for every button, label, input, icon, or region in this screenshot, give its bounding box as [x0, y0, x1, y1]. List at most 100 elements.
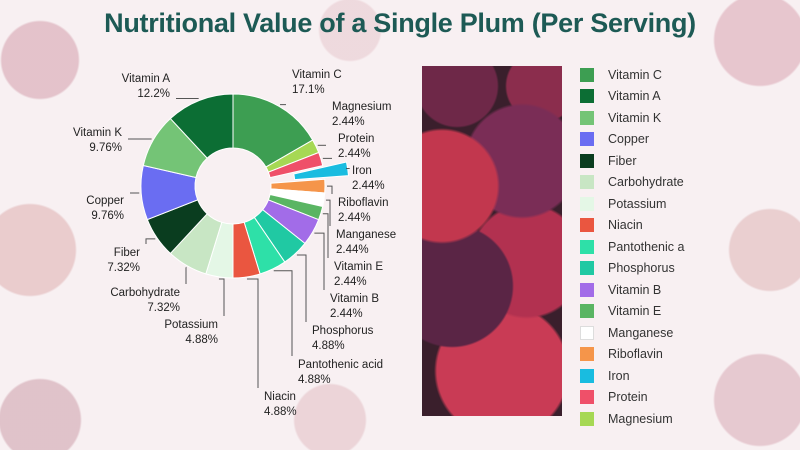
- legend-item-riboflavin: Riboflavin: [580, 344, 684, 366]
- slice-value-potassium: 4.88%: [185, 334, 218, 346]
- legend-label: Vitamin K: [608, 110, 662, 125]
- legend-swatch: [580, 132, 594, 147]
- leader-line-riboflavin: [326, 185, 333, 194]
- slice-value-magnesium: 2.44%: [332, 116, 365, 128]
- leader-line-vitamin-b: [314, 232, 325, 290]
- legend-swatch: [580, 304, 594, 319]
- donut-chart: Vitamin C 17.1% Magnesium 2.44% Protein 2.44%…: [73, 69, 396, 418]
- slice-value-vitamin-a: 12.2%: [137, 88, 170, 100]
- slice-value-vitamin-k: 9.76%: [89, 142, 122, 154]
- slice-value-protein: 2.44%: [338, 148, 371, 160]
- slice-protein: [267, 151, 324, 179]
- slice-vitamin-c: [232, 93, 314, 168]
- legend-swatch: [580, 368, 594, 383]
- slice-label-vitamin-a: Vitamin A: [122, 73, 171, 85]
- legend-item-vitamin-e: Vitamin E: [580, 301, 684, 323]
- legend-swatch: [580, 175, 594, 190]
- slice-label-protein: Protein: [338, 133, 374, 145]
- legend-item-vitamin-k: Vitamin K: [580, 107, 684, 129]
- slice-value-copper: 9.76%: [91, 210, 124, 222]
- legend-item-phosphorus: Phosphorus: [580, 258, 684, 280]
- slice-label-copper: Copper: [86, 195, 124, 207]
- slice-value-riboflavin: 2.44%: [338, 212, 371, 224]
- leader-line-vitamin-e: [322, 213, 329, 258]
- slice-value-phosphorus: 4.88%: [312, 340, 345, 352]
- leader-line-niacin: [246, 278, 259, 388]
- legend-label: Vitamin A: [608, 89, 661, 104]
- legend-item-potassium: Potassium: [580, 193, 684, 215]
- legend-swatch: [580, 347, 594, 362]
- legend-item-pantothenic-a: Pantothenic a: [580, 236, 684, 258]
- legend-label: Vitamin B: [608, 282, 662, 297]
- slice-value-vitamin-e: 2.44%: [334, 276, 367, 288]
- slice-label-pantothenic-acid: Pantothenic acid: [298, 359, 383, 371]
- slice-label-vitamin-c: Vitamin C: [292, 69, 342, 81]
- legend-swatch: [580, 153, 594, 168]
- legend-swatch: [580, 89, 594, 104]
- slice-label-riboflavin: Riboflavin: [338, 197, 389, 209]
- slice-label-manganese: Manganese: [336, 229, 396, 241]
- legend-item-niacin: Niacin: [580, 215, 684, 237]
- legend-item-vitamin-b: Vitamin B: [580, 279, 684, 301]
- chart-title: Nutritional Value of a Single Plum (Per …: [104, 8, 696, 38]
- slice-value-fiber: 7.32%: [107, 262, 140, 274]
- leader-line-fiber: [145, 238, 156, 244]
- legend: Vitamin C Vitamin A Vitamin K Copper Fiber Ca…: [580, 64, 684, 430]
- legend-label: Protein: [608, 390, 648, 405]
- legend-swatch: [580, 196, 594, 211]
- legend-label: Vitamin E: [608, 304, 662, 319]
- legend-swatch: [580, 390, 594, 405]
- legend-label: Iron: [608, 368, 630, 383]
- slice-value-vitamin-c: 17.1%: [292, 84, 325, 96]
- legend-item-fiber: Fiber: [580, 150, 684, 172]
- slice-label-carbohydrate: Carbohydrate: [110, 287, 180, 299]
- leader-line-manganese: [325, 199, 331, 226]
- slice-value-manganese: 2.44%: [336, 244, 369, 256]
- slice-label-phosphorus: Phosphorus: [312, 325, 374, 337]
- legend-item-manganese: Manganese: [580, 322, 684, 344]
- legend-label: Manganese: [608, 325, 674, 340]
- legend-item-protein: Protein: [580, 387, 684, 409]
- legend-item-vitamin-a: Vitamin A: [580, 86, 684, 108]
- slice-value-vitamin-b: 2.44%: [330, 308, 363, 320]
- plum-photo: [422, 66, 562, 416]
- legend-item-vitamin-c: Vitamin C: [580, 64, 684, 86]
- slice-label-vitamin-b: Vitamin B: [330, 293, 379, 305]
- legend-label: Pantothenic a: [608, 239, 685, 254]
- leader-line-potassium: [218, 278, 225, 316]
- legend-swatch: [580, 261, 594, 276]
- legend-label: Vitamin C: [608, 67, 662, 82]
- legend-swatch: [580, 282, 594, 297]
- legend-label: Carbohydrate: [608, 175, 684, 190]
- slice-label-vitamin-e: Vitamin E: [334, 261, 383, 273]
- legend-swatch: [580, 411, 594, 426]
- slice-label-iron: Iron: [352, 165, 372, 177]
- legend-label: Magnesium: [608, 411, 673, 426]
- slice-label-potassium: Potassium: [164, 319, 218, 331]
- legend-label: Copper: [608, 132, 649, 147]
- slice-value-iron: 2.44%: [352, 180, 385, 192]
- slice-value-pantothenic-acid: 4.88%: [298, 374, 331, 386]
- legend-swatch: [580, 218, 594, 233]
- slice-vitamin-a: [169, 93, 234, 159]
- leader-line-pantothenic-acid: [273, 270, 293, 356]
- legend-item-copper: Copper: [580, 129, 684, 151]
- legend-item-iron: Iron: [580, 365, 684, 387]
- legend-label: Fiber: [608, 153, 637, 168]
- legend-swatch: [580, 239, 594, 254]
- legend-label: Phosphorus: [608, 261, 675, 276]
- legend-label: Riboflavin: [608, 347, 663, 362]
- legend-item-carbohydrate: Carbohydrate: [580, 172, 684, 194]
- slice-label-niacin: Niacin: [264, 391, 296, 403]
- slice-label-fiber: Fiber: [114, 247, 140, 259]
- slice-label-vitamin-k: Vitamin K: [73, 127, 122, 139]
- slice-iron: [293, 161, 350, 181]
- legend-swatch: [580, 325, 594, 340]
- leader-line-phosphorus: [296, 254, 307, 322]
- slice-value-niacin: 4.88%: [264, 406, 297, 418]
- slice-label-magnesium: Magnesium: [332, 101, 391, 113]
- legend-label: Niacin: [608, 218, 643, 233]
- legend-item-magnesium: Magnesium: [580, 408, 684, 430]
- legend-label: Potassium: [608, 196, 667, 211]
